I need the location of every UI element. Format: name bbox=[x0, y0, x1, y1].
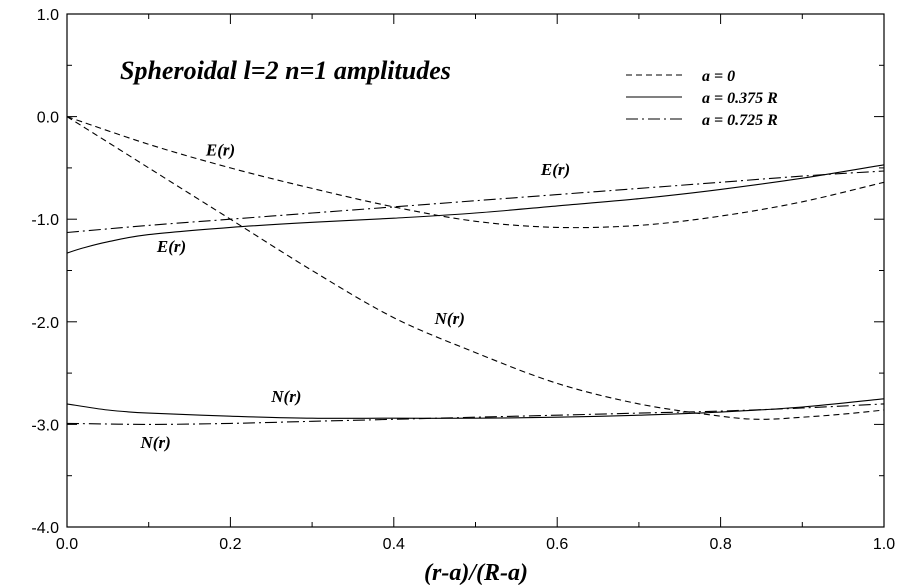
x-tick-label: 1.0 bbox=[873, 536, 895, 553]
x-axis-title: (r-a)/(R-a) bbox=[424, 560, 528, 585]
series-line-dashdot-6 bbox=[66, 403, 885, 425]
curve-annotation: E(r) bbox=[205, 141, 235, 160]
x-tick-label: 0.8 bbox=[709, 536, 731, 553]
series-line-dashdot-5 bbox=[66, 170, 885, 234]
curve-annotation: E(r) bbox=[540, 160, 570, 179]
x-tick-label: 0.2 bbox=[219, 536, 241, 553]
y-tick-label: -3.0 bbox=[31, 417, 59, 434]
legend-label: a = 0 bbox=[702, 68, 735, 85]
legend-label: a = 0.725 R bbox=[702, 112, 778, 129]
y-tick-label: -4.0 bbox=[31, 520, 59, 537]
series-line-dashed-1 bbox=[66, 116, 885, 229]
chart-title: Spheroidal l=2 n=1 amplitudes bbox=[120, 56, 451, 85]
curve-annotation: N(r) bbox=[270, 387, 301, 406]
y-tick-label: -2.0 bbox=[31, 315, 59, 332]
curve-annotation: E(r) bbox=[156, 237, 186, 256]
x-tick-label: 0.0 bbox=[56, 536, 78, 553]
y-tick-label: 1.0 bbox=[37, 7, 59, 24]
x-tick-label: 0.6 bbox=[546, 536, 568, 553]
y-tick-label: 0.0 bbox=[37, 110, 59, 127]
y-tick-label: -1.0 bbox=[31, 212, 59, 229]
x-tick-label: 0.4 bbox=[383, 536, 405, 553]
series-line-dashed-2 bbox=[66, 116, 885, 420]
legend-label: a = 0.375 R bbox=[702, 90, 778, 107]
curve-annotation: N(r) bbox=[140, 433, 171, 452]
series-line-solid-4 bbox=[66, 398, 885, 419]
series-line-solid-3 bbox=[66, 164, 885, 254]
curve-annotation: N(r) bbox=[434, 309, 465, 328]
